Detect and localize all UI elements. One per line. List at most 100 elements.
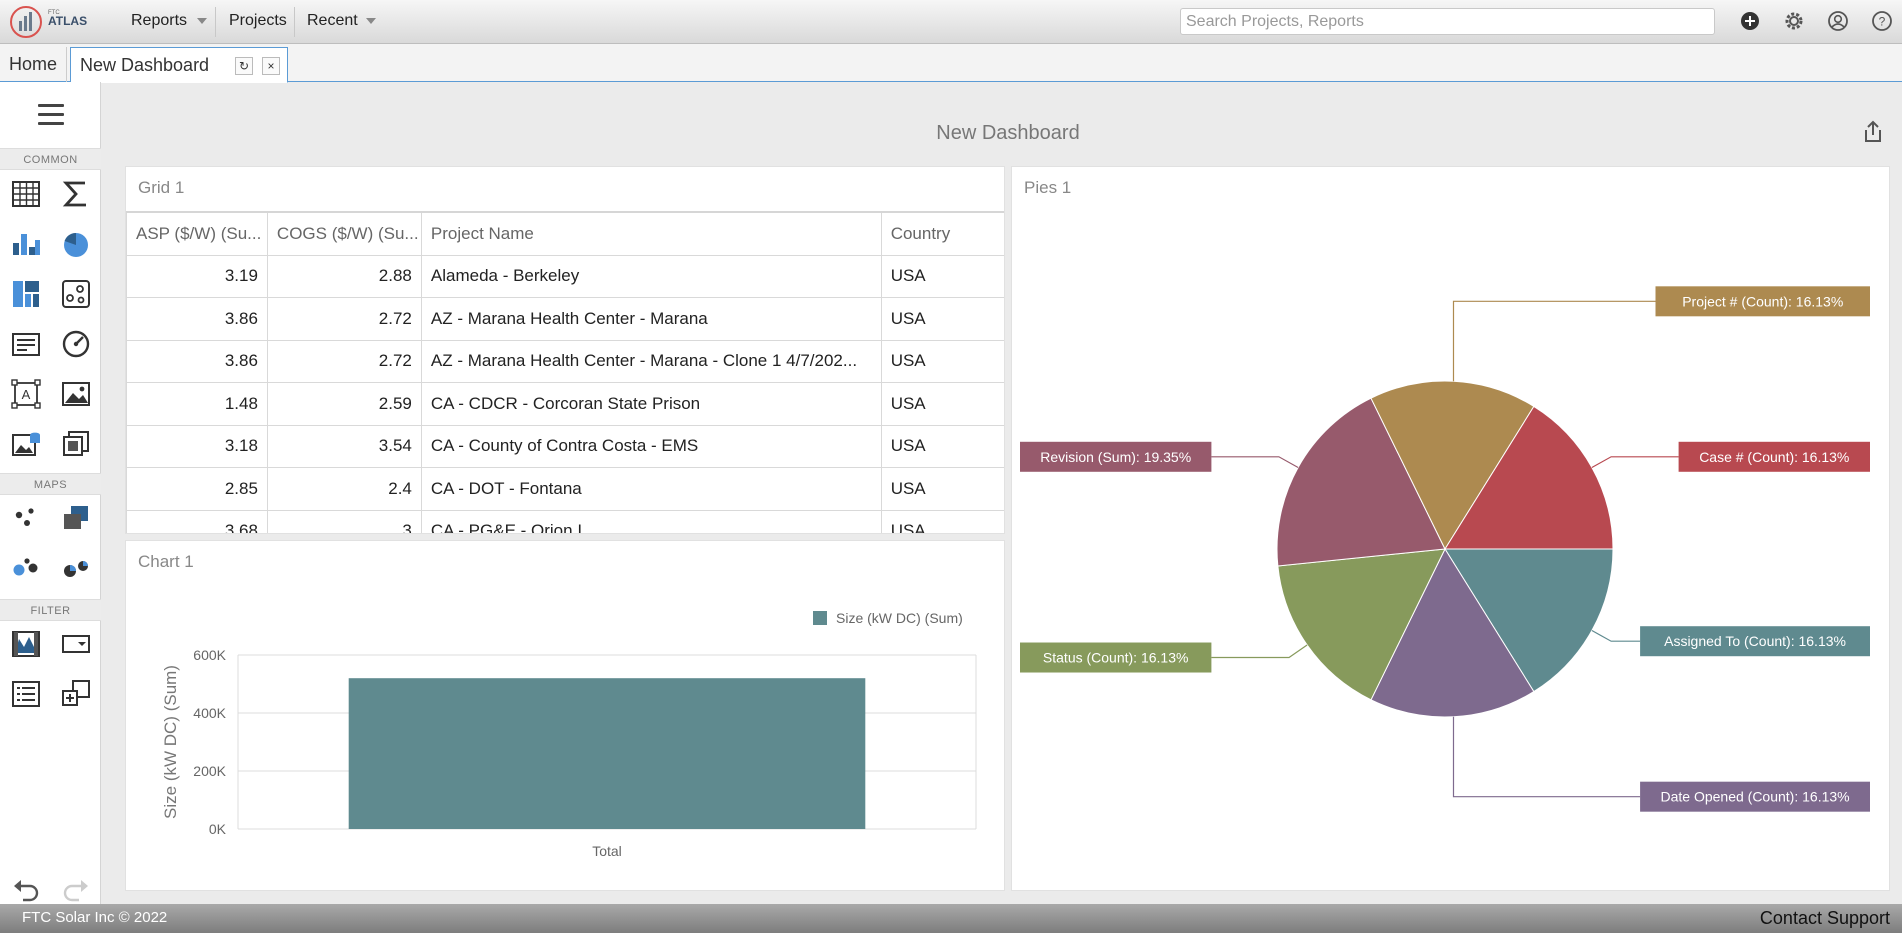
bar-chart-icon[interactable] (11, 229, 41, 259)
bubble-map-icon[interactable] (11, 553, 41, 583)
combo-filter-icon[interactable] (61, 629, 91, 659)
cogs-cell: 2.59 (266, 382, 422, 426)
help-icon[interactable]: ? (1871, 10, 1893, 32)
cogs-cell: 3 (266, 509, 422, 533)
table-row[interactable]: 3.68 3 CA - PG&E - Orion I USA (126, 509, 1004, 533)
tab-new-dashboard[interactable]: New Dashboard ↻ × (70, 47, 288, 83)
project-name-cell: CA - PG&E - Orion I (420, 509, 882, 533)
dot-map-icon[interactable] (11, 503, 41, 533)
svg-text:?: ? (1879, 15, 1886, 29)
dashboard-title: New Dashboard (936, 122, 1080, 144)
pie-leader-line (1211, 644, 1308, 659)
section-maps: MAPS (0, 473, 101, 495)
country-cell: USA (880, 509, 1004, 533)
project-name-cell: CA - DOT - Fontana (420, 467, 882, 511)
legend-swatch (813, 611, 827, 625)
section-filter: FILTER (0, 599, 101, 621)
tree-filter-icon[interactable] (61, 679, 91, 709)
nav-reports[interactable]: Reports (131, 12, 188, 29)
tab-bar: Home New Dashboard ↻ × (0, 44, 1902, 83)
pie-leader-line (1591, 456, 1679, 468)
choropleth-map-icon[interactable] (61, 503, 91, 533)
pie-label: Date Opened (Count): 16.13% (1660, 789, 1849, 805)
project-name-cell: AZ - Marana Health Center - Marana (420, 297, 882, 341)
scatter-icon[interactable] (61, 279, 91, 309)
close-icon[interactable]: × (262, 57, 280, 75)
country-cell: USA (880, 254, 1004, 298)
add-circle-icon[interactable] (1739, 10, 1761, 32)
group-icon[interactable] (61, 429, 91, 459)
asp-cell: 3.68 (126, 509, 268, 533)
grid-icon[interactable] (11, 179, 41, 209)
user-icon[interactable] (1827, 10, 1849, 32)
gear-icon[interactable] (1783, 10, 1805, 32)
pie-slice (1277, 548, 1446, 701)
list-filter-icon[interactable] (11, 679, 41, 709)
asp-cell: 1.48 (126, 382, 268, 426)
panel-title: Chart 1 (138, 552, 194, 571)
pie-label: Project # (Count): 16.13% (1682, 293, 1843, 309)
menu-icon[interactable] (38, 104, 64, 126)
nav-projects[interactable]: Projects (229, 12, 287, 29)
nav-recent[interactable]: Recent (307, 12, 358, 29)
top-bar: FTC ATLAS Reports Projects Recent ? (0, 0, 1902, 44)
table-row[interactable]: 3.19 2.88 Alameda - Berkeley USA (126, 254, 1004, 298)
search-input[interactable] (1180, 8, 1715, 35)
gauge-icon[interactable] (61, 329, 91, 359)
legend-label: Size (kW DC) (Sum) (836, 610, 963, 626)
copyright-text: FTC Solar Inc © 2022 (22, 909, 168, 926)
column-header[interactable]: Project Name (420, 211, 882, 256)
footer: FTC Solar Inc © 2022 Contact Support (0, 904, 1902, 933)
country-cell: USA (880, 297, 1004, 341)
sigma-icon[interactable] (61, 179, 91, 209)
tab-label: New Dashboard (80, 55, 210, 75)
pie-map-icon[interactable] (61, 553, 91, 583)
atlas-logo[interactable]: FTC ATLAS (4, 3, 94, 41)
pie-label-box (1678, 441, 1870, 472)
treemap-icon[interactable] (11, 279, 41, 309)
table-row[interactable]: 2.85 2.4 CA - DOT - Fontana USA (126, 467, 1004, 511)
contact-support-link[interactable]: Contact Support (1759, 908, 1890, 928)
redo-icon[interactable] (61, 874, 91, 904)
column-header[interactable]: ASP ($/W) (Su... (126, 211, 268, 256)
section-common: COMMON (0, 148, 101, 170)
cogs-cell: 2.72 (266, 339, 422, 383)
pie-chart-icon[interactable] (61, 229, 91, 259)
undo-icon[interactable] (11, 874, 41, 904)
bar-chart: 0K 200K 400K 600K Total Size (kW DC) (Sum) Siz… (161, 610, 977, 859)
refresh-icon[interactable]: ↻ (235, 57, 253, 75)
data-grid: ASP ($/W) (Su... COGS ($/W) (Su... Proje… (126, 211, 1004, 533)
pie-label: Case # (Count): 16.13% (1699, 449, 1849, 465)
table-row[interactable]: 3.86 2.72 AZ - Marana Health Center - Ma… (126, 339, 1004, 383)
export-icon[interactable] (1862, 120, 1884, 144)
range-filter-icon[interactable] (11, 629, 41, 659)
image-icon[interactable] (61, 379, 91, 409)
bound-image-icon[interactable] (11, 429, 41, 459)
text-box-icon[interactable]: A (11, 379, 41, 409)
asp-cell: 2.85 (126, 467, 268, 511)
chevron-down-icon[interactable] (366, 18, 376, 24)
pie-chart: Assigned To (Count): 16.13% Date Opened (… (1020, 286, 1870, 812)
table-row[interactable]: 3.18 3.54 CA - County of Contra Costa - … (126, 424, 1004, 468)
chevron-down-icon[interactable] (197, 18, 207, 24)
pie-panel: Pies 1 Assigned To (Count): 16.13% Date O… (1011, 166, 1890, 891)
tab-home[interactable]: Home (0, 47, 68, 83)
bar (348, 678, 866, 829)
panel-title: Grid 1 (138, 178, 185, 197)
asp-cell: 3.86 (126, 297, 268, 341)
column-header[interactable]: Country (880, 211, 1004, 256)
pie-label-box (1640, 781, 1870, 812)
x-tick-label: Total (592, 843, 622, 859)
pie-leader-line (1211, 456, 1299, 468)
country-cell: USA (880, 424, 1004, 468)
y-tick-label: 200K (193, 763, 226, 779)
table-row[interactable]: 1.48 2.59 CA - CDCR - Corcoran State Pri… (126, 382, 1004, 426)
card-icon[interactable] (11, 329, 41, 359)
pie-label: Revision (Sum): 19.35% (1040, 449, 1191, 465)
panel-title: Pies 1 (1024, 178, 1072, 197)
cogs-cell: 2.72 (266, 297, 422, 341)
country-cell: USA (880, 467, 1004, 511)
project-name-cell: AZ - Marana Health Center - Marana - Clo… (420, 339, 882, 383)
column-header[interactable]: COGS ($/W) (Su... (266, 211, 422, 256)
table-row[interactable]: 3.86 2.72 AZ - Marana Health Center - Ma… (126, 297, 1004, 341)
